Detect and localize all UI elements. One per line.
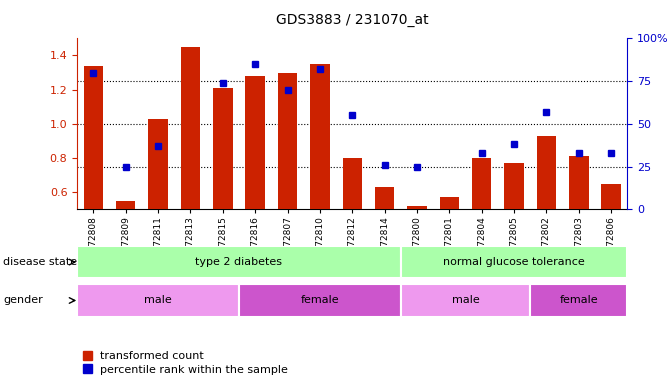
Legend: transformed count, percentile rank within the sample: transformed count, percentile rank withi… <box>83 351 289 375</box>
Text: male: male <box>144 295 172 306</box>
Bar <box>407 206 427 209</box>
Bar <box>505 163 524 209</box>
Bar <box>343 158 362 209</box>
Bar <box>530 284 627 317</box>
Text: normal glucose tolerance: normal glucose tolerance <box>444 257 585 267</box>
Bar <box>77 246 401 278</box>
Bar <box>440 197 459 209</box>
Text: female: female <box>560 295 598 306</box>
Bar <box>278 73 297 209</box>
Bar <box>537 136 556 209</box>
Bar <box>180 47 200 209</box>
Text: female: female <box>301 295 340 306</box>
Bar <box>116 201 136 209</box>
Text: male: male <box>452 295 480 306</box>
Bar <box>569 156 588 209</box>
Bar <box>401 284 530 317</box>
Bar <box>148 119 168 209</box>
Text: GDS3883 / 231070_at: GDS3883 / 231070_at <box>276 13 429 27</box>
Bar <box>601 184 621 209</box>
Bar <box>77 284 239 317</box>
Text: type 2 diabetes: type 2 diabetes <box>195 257 282 267</box>
Bar <box>472 158 491 209</box>
Bar <box>310 64 329 209</box>
Bar <box>213 88 233 209</box>
Text: gender: gender <box>3 295 43 306</box>
Text: disease state: disease state <box>3 257 77 267</box>
Bar <box>401 246 627 278</box>
Bar <box>375 187 395 209</box>
Bar <box>239 284 401 317</box>
Bar <box>84 66 103 209</box>
Bar <box>246 76 265 209</box>
